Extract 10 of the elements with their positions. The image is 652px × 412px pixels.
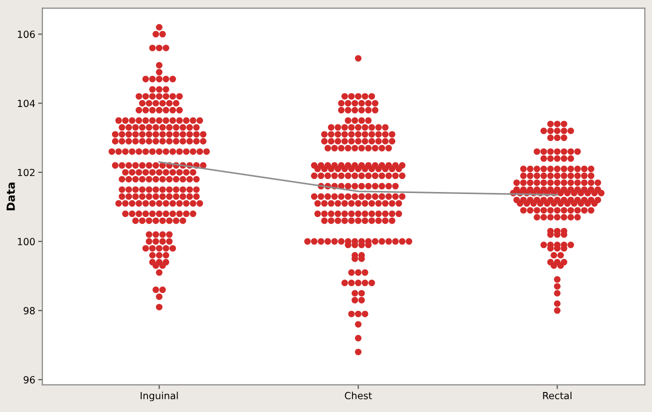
x-tick-label: Inguinal [140,392,178,402]
y-tick-label: 96 [24,376,35,384]
x-tick-label: Chest [344,392,372,400]
y-tick-label: 106 [18,30,35,38]
y-tick-label: 102 [18,168,34,176]
y-axis-title: Data [6,182,15,210]
y-tick-label: 104 [18,100,35,108]
x-tick-label: Rectal [543,392,572,400]
y-tick-label: 100 [18,238,35,246]
y-tick-label: 98 [24,307,35,314]
